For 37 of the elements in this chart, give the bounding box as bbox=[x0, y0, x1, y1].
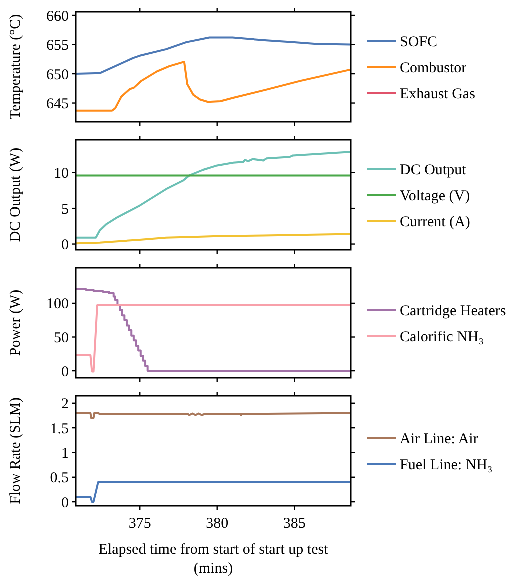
x-tick-label: 385 bbox=[283, 516, 306, 532]
line-series bbox=[76, 233, 351, 245]
y-axis-title: Temperature (°C) bbox=[8, 14, 24, 120]
legend-label: Fuel Line: NH₃ bbox=[400, 457, 493, 474]
y-tick-label: 655 bbox=[46, 38, 69, 54]
y-axis-title: Flow Rate (SLM) bbox=[8, 398, 24, 504]
y-tick-label: 0.5 bbox=[50, 470, 69, 487]
legend-label: Combustor bbox=[400, 60, 467, 76]
y-tick-label: 2 bbox=[62, 396, 69, 413]
legend-label: Voltage (V) bbox=[400, 188, 470, 204]
legend-label: SOFC bbox=[400, 34, 438, 50]
y-tick-label: 650 bbox=[46, 67, 69, 84]
y-tick-label: 10 bbox=[54, 166, 69, 182]
legend-label: Calorific NH₃ bbox=[400, 329, 484, 346]
y-tick-label: 1.5 bbox=[50, 421, 69, 438]
y-tick-label: 5 bbox=[62, 202, 69, 218]
y-tick-label: 0 bbox=[62, 364, 69, 380]
legend-label: Current (A) bbox=[400, 214, 470, 230]
y-axis-title: Power (W) bbox=[8, 290, 24, 356]
legend-label: Cartridge Heaters bbox=[400, 303, 506, 320]
y-tick-label: 100 bbox=[46, 296, 69, 313]
x-tick-label: 380 bbox=[206, 516, 229, 532]
x-axis-title: Elapsed time from start of start up test (mins) bbox=[98, 542, 330, 577]
legend-label: DC Output bbox=[400, 162, 468, 178]
x-tick-label: 375 bbox=[128, 516, 152, 532]
line-series bbox=[76, 36, 351, 76]
y-tick-label: 645 bbox=[46, 96, 69, 113]
legend-label: Exhaust Gas bbox=[400, 86, 476, 102]
y-tick-label: 0 bbox=[62, 495, 69, 512]
line-series bbox=[76, 61, 351, 112]
y-axis-title: DC Output (W) bbox=[8, 148, 24, 242]
y-tick-label: 1 bbox=[62, 446, 69, 462]
legend-label: Air Line: Air bbox=[400, 431, 478, 448]
line-series bbox=[76, 151, 351, 239]
y-tick-label: 0 bbox=[62, 238, 69, 254]
y-tick-label: 660 bbox=[46, 8, 69, 25]
y-tick-label: 50 bbox=[54, 330, 69, 347]
